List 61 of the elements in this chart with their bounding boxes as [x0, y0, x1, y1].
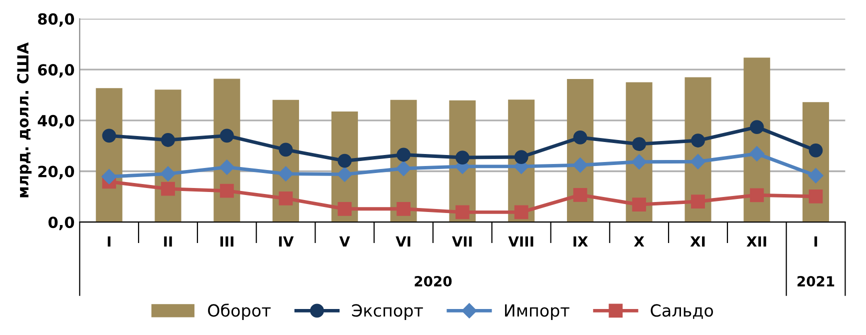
- point: [102, 128, 116, 143]
- legend-label: Импорт: [505, 304, 570, 320]
- y-tick-label: 80,0: [38, 13, 74, 27]
- point: [573, 130, 588, 144]
- x-tick-label: IV: [279, 236, 294, 247]
- point: [690, 154, 706, 170]
- point: [161, 133, 175, 147]
- point: [808, 143, 823, 158]
- point: [396, 160, 412, 176]
- point: [573, 188, 588, 202]
- x-tick-label: XII: [746, 236, 766, 247]
- point: [396, 148, 410, 162]
- point: [220, 128, 234, 143]
- point: [632, 137, 646, 152]
- point: [750, 120, 764, 134]
- text: 2020: [414, 276, 452, 287]
- x-tick-label: X: [634, 236, 644, 247]
- x-tick-label: VIII: [508, 236, 534, 247]
- point: [396, 202, 410, 216]
- point: [691, 134, 705, 148]
- point: [749, 146, 764, 162]
- point: [161, 182, 175, 196]
- point: [278, 192, 293, 206]
- y-tick-label: 0,0: [48, 216, 74, 230]
- point: [220, 184, 234, 198]
- point: [456, 150, 470, 164]
- text: 2021: [798, 276, 834, 287]
- point: [102, 169, 117, 184]
- point: [572, 158, 588, 173]
- point: [632, 154, 647, 170]
- x-tick-label: V: [339, 236, 350, 247]
- y-axis-title: млрд. долл. США: [17, 42, 32, 198]
- x-tick-label: VII: [452, 236, 472, 247]
- legend-label: Оборот: [208, 304, 271, 320]
- point: [338, 202, 352, 216]
- point: [337, 166, 352, 182]
- x-tick-label: I: [814, 236, 818, 247]
- point: [160, 166, 176, 182]
- x-tick-label: XI: [690, 236, 705, 247]
- point: [219, 160, 234, 175]
- point: [456, 205, 470, 220]
- point: [338, 154, 352, 168]
- legend-label: Экспорт: [352, 304, 423, 320]
- x-tick-label: III: [220, 236, 234, 247]
- point: [514, 150, 528, 164]
- x-tick-label: VI: [396, 236, 410, 247]
- point: [808, 168, 824, 184]
- point: [750, 188, 764, 202]
- x-tick-label: IX: [574, 236, 588, 247]
- y-tick-label: 40,0: [38, 114, 74, 128]
- point: [278, 142, 293, 157]
- point: [632, 198, 646, 212]
- point: [514, 205, 528, 220]
- y-tick-label: 60,0: [38, 64, 74, 78]
- x-tick-label: II: [164, 236, 172, 247]
- point: [808, 189, 823, 204]
- legend-label: Сальдо: [650, 304, 713, 319]
- point: [691, 194, 705, 208]
- y-tick-label: 20,0: [38, 166, 74, 180]
- point: [278, 166, 294, 182]
- x-tick-label: I: [108, 236, 110, 247]
